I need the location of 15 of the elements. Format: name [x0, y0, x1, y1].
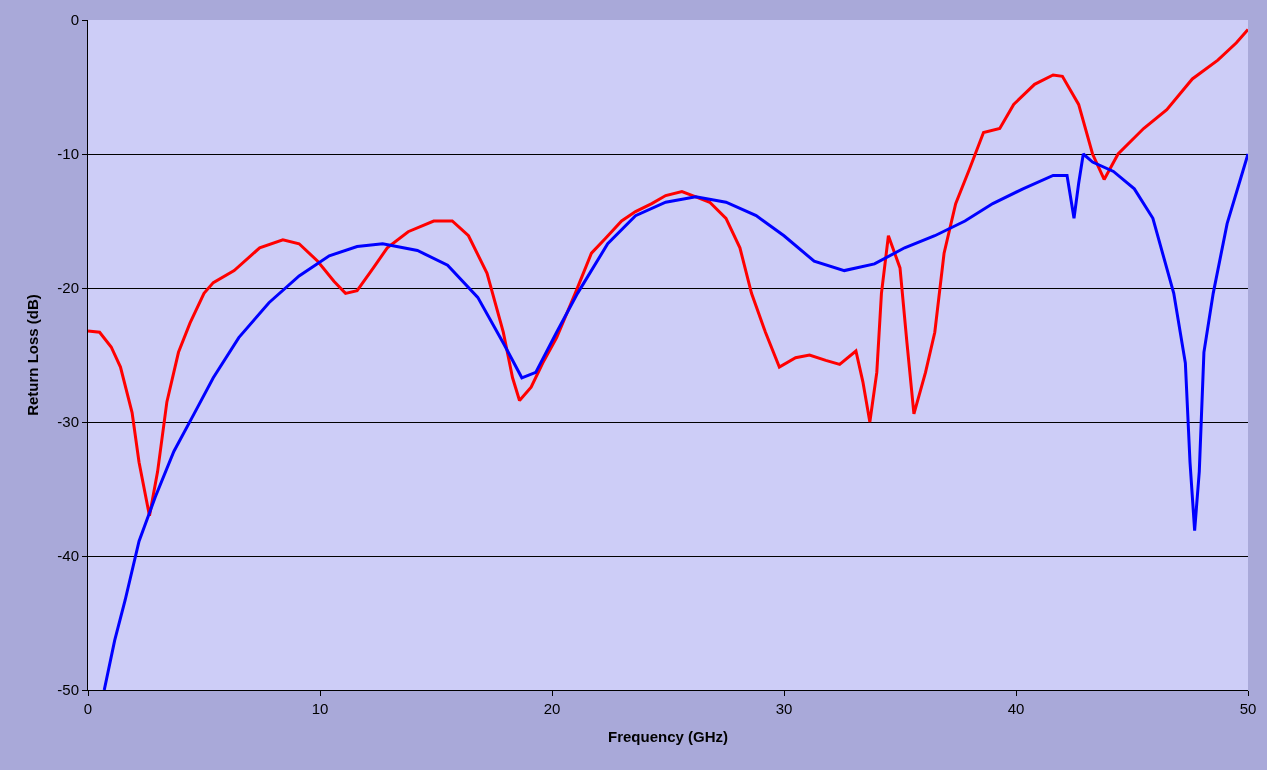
x-tick-label: 30	[775, 700, 793, 717]
x-tick-label: 40	[1007, 700, 1025, 717]
line-series	[102, 152, 1248, 690]
y-tick-label: 0	[70, 11, 79, 29]
x-tick-label: 50	[1239, 700, 1257, 717]
y-axis-title: Return Loss (dB)	[23, 294, 41, 416]
x-tick-label: 0	[83, 700, 93, 717]
y-tick-label: -30	[57, 413, 79, 431]
x-tick-label: 10	[311, 700, 329, 717]
x-tick-label: 20	[543, 700, 561, 717]
y-tick-label: -20	[57, 279, 79, 297]
y-tick-label: -40	[57, 547, 79, 565]
x-axis-title: Frequency (GHz)	[607, 728, 729, 745]
y-tick-label: -10	[57, 145, 79, 163]
y-tick-label: -50	[57, 681, 79, 699]
